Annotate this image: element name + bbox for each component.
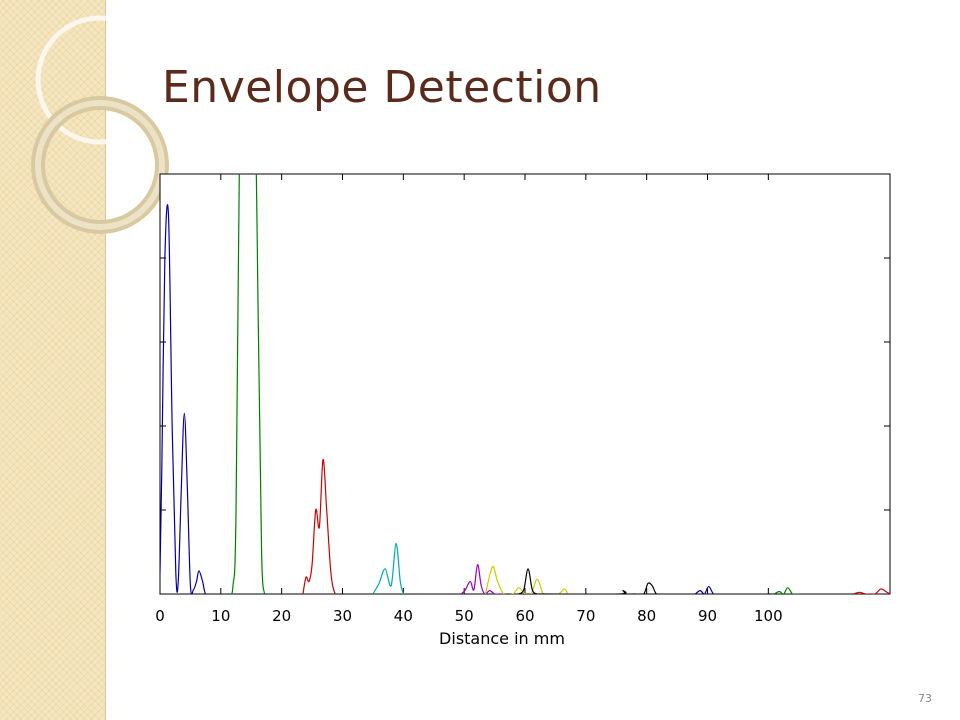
x-tick-label: 60 xyxy=(515,607,534,625)
series-line-1 xyxy=(160,204,212,594)
sidebar-circles xyxy=(31,15,169,234)
x-tick-label: 0 xyxy=(155,607,165,625)
series-line-2 xyxy=(229,174,270,594)
x-tick-label: 100 xyxy=(754,607,783,625)
x-tick-label: 40 xyxy=(394,607,413,625)
x-tick-label: 80 xyxy=(637,607,656,625)
x-tick-label: 50 xyxy=(455,607,474,625)
x-axis-label: Distance in mm xyxy=(439,629,565,648)
page-number: 73 xyxy=(918,692,932,705)
x-tick-label: 70 xyxy=(576,607,595,625)
axis-ticks xyxy=(159,174,890,594)
series-line-6 xyxy=(484,565,569,594)
x-tick-label: 10 xyxy=(211,607,230,625)
series-line-10 xyxy=(853,588,890,594)
series-line-9 xyxy=(774,587,799,594)
x-tick-labels: 0 10 20 30 40 50 60 70 80 90 100 xyxy=(155,607,782,625)
x-tick-label: 30 xyxy=(333,607,352,625)
plot-frame xyxy=(159,173,891,595)
series-line-7 xyxy=(518,568,662,594)
x-tick-label: 20 xyxy=(272,607,291,625)
series-layer xyxy=(160,174,890,594)
slide-title: Envelope Detection xyxy=(162,62,602,113)
series-line-8 xyxy=(694,585,720,594)
x-tick-label: 90 xyxy=(698,607,717,625)
series-line-4 xyxy=(372,542,404,594)
series-line-5 xyxy=(460,563,504,594)
series-line-3 xyxy=(302,458,340,594)
